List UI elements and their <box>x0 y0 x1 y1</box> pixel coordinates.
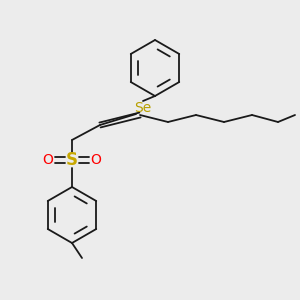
Text: Se: Se <box>134 101 152 115</box>
Text: O: O <box>91 153 101 167</box>
Text: O: O <box>43 153 53 167</box>
Text: S: S <box>66 151 78 169</box>
